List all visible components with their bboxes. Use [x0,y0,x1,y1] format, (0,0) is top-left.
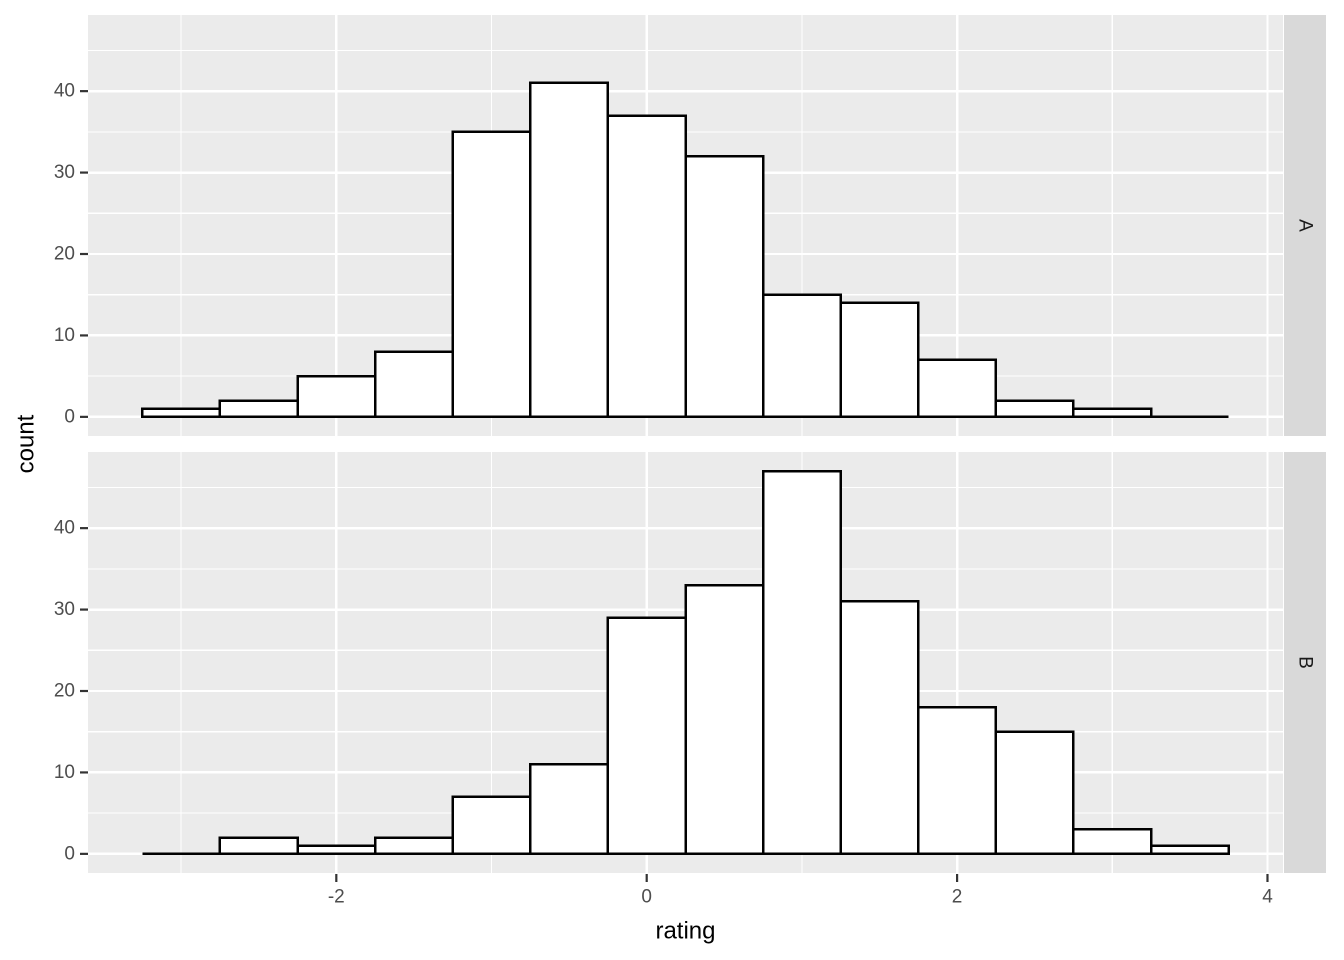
x-tick-label: 0 [641,887,652,908]
y-tick-label: 20 [54,681,75,702]
y-tick-label: 30 [54,599,75,620]
histogram-bar [1072,828,1153,856]
histogram-bar [296,374,377,419]
histogram-bar [141,407,222,419]
histogram-bars [141,81,1153,419]
facet-strip-B: B [1284,452,1326,873]
facet-strip-label: A [1295,219,1316,232]
x-axis: -2 0 2 4 [328,874,1273,908]
facet-panel-A: 0 10 20 30 40 A [54,15,1326,436]
y-tick-label: 0 [64,843,75,864]
y-tick-label: 40 [54,518,75,539]
x-tick-label: 2 [952,887,963,908]
histogram-bar [994,730,1075,856]
histogram-bar [606,114,687,419]
histogram-bar [839,600,920,856]
histogram-bar [606,616,687,856]
histogram-bar [684,155,765,419]
histogram-bars [218,469,1230,856]
histogram-bar [218,836,299,856]
histogram-bar [761,293,842,419]
facet-panel-B: 0 10 20 30 40 B [54,452,1326,873]
x-tick-label: 4 [1262,887,1273,908]
histogram-bar [917,358,998,419]
facet-strip-A: A [1284,15,1326,436]
x-tick-label: -2 [328,887,345,908]
histogram-bar [994,399,1075,419]
histogram-bar [1149,844,1230,856]
facet-strip-background [1284,15,1326,436]
y-tick-label: 10 [54,762,75,783]
histogram-bar [451,795,532,856]
y-tick-label: 0 [64,406,75,427]
histogram-bar [373,836,454,856]
histogram-bar [761,469,842,856]
y-axis-B: 0 10 20 30 40 [54,518,88,864]
histogram-bar [917,706,998,856]
histogram-bar [451,130,532,419]
histogram-bar [296,844,377,856]
facet-strip-background [1284,452,1326,873]
histogram-bar [529,81,610,419]
histogram-bar [1072,407,1153,419]
histogram-bar [218,399,299,419]
y-axis-A: 0 10 20 30 40 [54,81,88,427]
y-tick-label: 30 [54,162,75,183]
y-tick-label: 20 [54,244,75,265]
histogram-bar [684,583,765,856]
histogram-bar [839,301,920,419]
x-axis-title: rating [655,918,715,945]
histogram-bar [373,350,454,419]
y-tick-label: 40 [54,81,75,102]
histogram-bar [529,763,610,856]
y-tick-label: 10 [54,325,75,346]
y-axis-title: count [13,414,40,473]
facet-strip-label: B [1295,656,1316,669]
